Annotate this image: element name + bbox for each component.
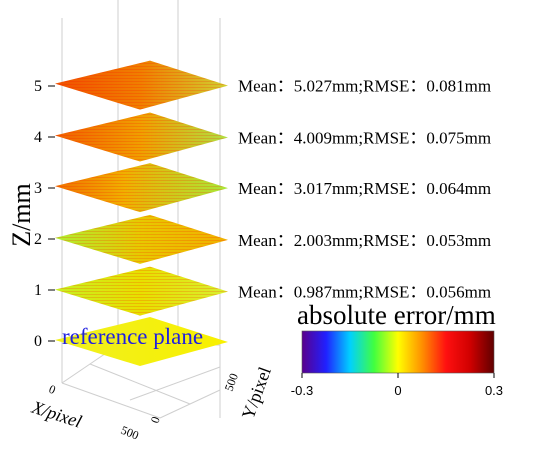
plane-stat-label: Mean：2.003mm;RMSE：0.053mm — [238, 231, 491, 250]
z-tick-label: 2 — [34, 231, 42, 248]
plane-stat-label: Mean：5.027mm;RMSE：0.081mm — [238, 77, 491, 96]
colorbar-tick-label: 0.3 — [485, 383, 503, 398]
x-tick-500: 500 — [119, 423, 141, 443]
z-tick-label: 1 — [34, 282, 42, 299]
frame-line — [89, 363, 191, 405]
plane-texture — [55, 60, 228, 110]
reference-plane — [55, 317, 228, 366]
z-tick-label: 5 — [34, 78, 42, 95]
plane-texture — [55, 163, 228, 213]
x-tick-0: 0 — [47, 382, 58, 397]
plane-texture — [55, 266, 228, 316]
frame-line — [129, 366, 221, 401]
frame-line — [61, 382, 161, 419]
planes-group — [55, 60, 228, 366]
z-axis-label: Z/mm — [7, 183, 36, 247]
x-axis-label: X/pixel — [29, 397, 85, 432]
z-tick-label: 4 — [34, 129, 42, 146]
colorbar — [301, 330, 495, 374]
y-tick-0: 0 — [148, 415, 163, 425]
y-axis-label: Y/pixel — [238, 364, 275, 422]
plane-labels: Mean：0.987mm;RMSE：0.056mm Mean：2.003mm;RM… — [238, 77, 491, 302]
plane-stat-label: Mean：0.987mm;RMSE：0.056mm — [238, 283, 491, 302]
z-axis-ticks: 0 1 2 3 4 5 — [34, 78, 55, 350]
plane-texture — [55, 112, 228, 162]
colorbar-tick-label: -0.3 — [291, 383, 313, 398]
reference-plane-label: reference plane — [62, 324, 203, 349]
colorbar-title: absolute error/mm — [297, 300, 496, 330]
z-tick-label: 0 — [34, 333, 42, 350]
plane-texture — [55, 214, 228, 264]
colorbar-tick-label: 0 — [394, 383, 401, 398]
colorbar-ticks: -0.3 0 0.3 — [291, 373, 503, 398]
y-tick-500: 500 — [222, 371, 241, 393]
z-tick-label: 3 — [34, 180, 42, 197]
plane-stat-label: Mean：3.017mm;RMSE：0.064mm — [238, 179, 491, 198]
plane-stat-label: Mean：4.009mm;RMSE：0.075mm — [238, 129, 491, 148]
